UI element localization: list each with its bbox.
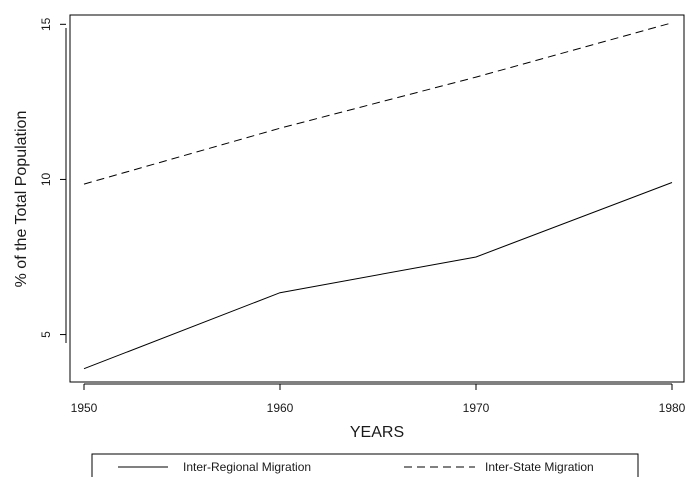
y-tick-label-10: 10 (39, 172, 53, 186)
series-layer (83, 22, 673, 370)
y-axis: 5 10 15 % of the Total Population (13, 17, 67, 343)
x-tick-label-1950: 1950 (71, 401, 98, 415)
x-axis-title: YEARS (350, 424, 404, 441)
legend: Inter-Regional Migration Inter-State Mig… (91, 453, 639, 477)
legend-box (91, 453, 639, 477)
y-axis-title: % of the Total Population (13, 111, 30, 288)
y-tick-label-5: 5 (39, 331, 53, 338)
x-tick-label-1980: 1980 (659, 401, 686, 415)
plot-area (69, 14, 685, 383)
x-tick-label-1970: 1970 (463, 401, 490, 415)
y-tick-label-15: 15 (39, 17, 53, 31)
y-ticks: 5 10 15 (39, 17, 66, 338)
plot-frame (69, 14, 685, 383)
series-line-inter-regional (83, 182, 673, 370)
legend-label-inter-regional: Inter-Regional Migration (183, 460, 311, 474)
x-ticks: 1950 1960 1970 1980 (71, 384, 686, 415)
series-line-inter-state (83, 22, 673, 185)
x-tick-label-1960: 1960 (267, 401, 294, 415)
x-axis: 1950 1960 1970 1980 YEARS (71, 383, 686, 441)
legend-label-inter-state: Inter-State Migration (485, 460, 594, 474)
